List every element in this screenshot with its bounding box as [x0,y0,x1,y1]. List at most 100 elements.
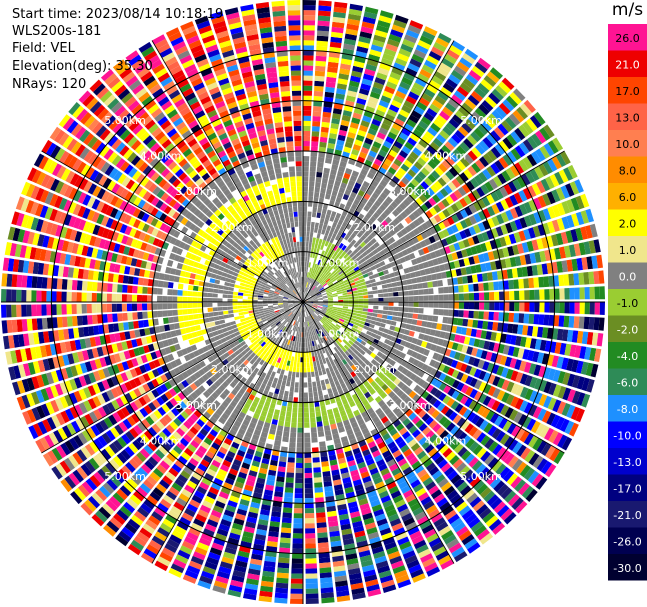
velocity-gate [586,378,595,393]
velocity-gate [308,302,313,304]
velocity-gate [81,350,90,361]
velocity-gate [313,274,317,280]
velocity-gate [154,560,169,572]
velocity-gate [552,369,561,382]
velocity-gate [358,550,371,558]
velocity-gate [456,382,465,392]
velocity-gate [303,402,309,408]
velocity-gate [368,54,380,62]
velocity-gate [335,234,341,241]
velocity-gate [316,40,328,47]
velocity-gate [384,504,396,513]
velocity-gate [468,284,474,292]
velocity-gate [321,177,328,184]
velocity-gate [531,133,543,147]
velocity-gate [473,480,485,492]
velocity-gate [466,134,478,146]
velocity-gate [274,409,280,416]
velocity-gate [255,424,263,432]
velocity-gate [561,216,570,230]
velocity-gate [381,284,388,289]
velocity-gate [509,220,518,232]
velocity-gate [342,259,348,265]
velocity-gate [206,491,217,500]
velocity-gate [243,327,250,332]
velocity-gate [487,321,494,331]
velocity-gate [250,501,261,509]
velocity-gate [486,229,494,240]
velocity-gate [87,385,97,397]
velocity-gate [560,231,569,245]
velocity-gate [334,149,342,156]
velocity-gate [306,262,309,268]
velocity-gate [372,212,380,219]
velocity-gate [406,118,417,128]
velocity-gate [288,371,292,377]
velocity-gate [323,219,329,226]
velocity-gate [64,380,73,393]
velocity-gate [477,198,486,209]
velocity-gate [308,315,312,321]
velocity-gate [225,377,233,385]
velocity-gate [435,272,442,280]
velocity-gate [470,328,477,337]
velocity-gate [263,422,271,429]
velocity-gate [338,236,344,243]
velocity-gate [209,375,217,383]
velocity-gate [138,346,145,355]
velocity-gate [286,467,295,473]
velocity-gate [312,295,317,298]
velocity-gate [556,261,563,273]
velocity-gate [584,346,592,360]
velocity-gate [390,162,400,171]
velocity-gate [329,459,338,466]
velocity-gate [184,508,196,518]
velocity-gate [341,221,348,228]
velocity-gate [561,436,573,451]
velocity-gate [391,99,402,109]
velocity-gate [411,319,418,325]
velocity-gate [259,436,267,443]
velocity-gate [369,49,382,58]
velocity-gate [323,101,333,108]
velocity-gate [184,447,194,457]
velocity-gate [287,462,295,468]
velocity-gate [315,328,319,335]
velocity-gate [421,275,428,282]
velocity-gate [425,210,434,219]
velocity-gate [321,256,326,262]
velocity-gate [344,234,350,241]
velocity-gate [303,206,308,212]
velocity-gate [463,138,474,149]
velocity-gate [507,455,519,468]
velocity-gate [317,315,322,320]
velocity-gate [574,345,582,358]
velocity-gate [307,321,310,327]
velocity-gate [377,441,387,450]
velocity-gate [307,297,313,301]
velocity-gate [314,334,318,341]
velocity-gate [149,471,161,482]
velocity-gate [355,329,362,335]
velocity-gate [331,211,337,218]
velocity-gate [74,487,87,501]
velocity-gate [344,363,351,370]
velocity-gate [269,311,275,315]
velocity-gate [354,361,361,368]
velocity-gate [303,75,313,81]
velocity-gate [378,302,384,306]
velocity-gate [333,346,339,353]
velocity-gate [381,332,388,339]
velocity-gate [365,318,372,324]
velocity-gate [303,342,306,348]
velocity-gate [155,333,162,342]
velocity-gate [453,260,461,269]
velocity-gate [241,462,251,470]
velocity-gate [306,305,311,310]
velocity-gate [197,509,209,519]
velocity-gate [468,426,479,437]
velocity-gate [357,41,370,49]
velocity-gate [486,133,498,145]
velocity-gate [488,441,499,453]
velocity-gate [518,278,524,289]
